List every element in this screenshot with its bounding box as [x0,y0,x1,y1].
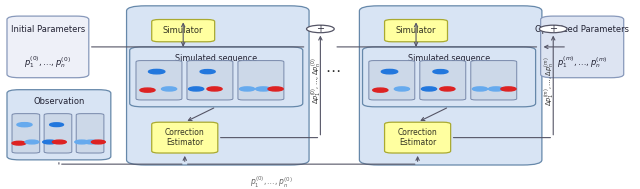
Circle shape [381,69,397,74]
FancyBboxPatch shape [7,90,111,160]
Text: $\Delta p_1^{(m)},\ldots,\Delta p_n^{(m)}$: $\Delta p_1^{(m)},\ldots,\Delta p_n^{(m)… [542,56,557,106]
Circle shape [433,70,448,74]
FancyBboxPatch shape [238,61,284,100]
Circle shape [372,88,388,92]
FancyBboxPatch shape [362,47,536,107]
FancyBboxPatch shape [471,61,516,100]
Circle shape [472,87,488,91]
Circle shape [501,87,516,91]
FancyBboxPatch shape [127,6,309,165]
Circle shape [540,25,567,33]
FancyBboxPatch shape [12,114,40,153]
Circle shape [17,123,32,127]
Text: Simulated sequence: Simulated sequence [175,54,257,63]
FancyBboxPatch shape [385,19,447,42]
Text: Simulator: Simulator [163,26,204,35]
Text: Simulator: Simulator [396,26,436,35]
Circle shape [148,69,165,74]
FancyBboxPatch shape [369,61,415,100]
FancyBboxPatch shape [420,61,466,100]
FancyBboxPatch shape [360,6,542,165]
Circle shape [75,140,89,144]
FancyBboxPatch shape [136,61,182,100]
Circle shape [207,87,222,91]
Text: Optimized Parameters: Optimized Parameters [535,25,629,34]
Text: $\cdots$: $\cdots$ [325,62,340,77]
Circle shape [52,140,67,144]
Text: Simulated sequence: Simulated sequence [408,54,490,63]
Text: Initial Parameters: Initial Parameters [11,25,85,34]
FancyBboxPatch shape [152,19,214,42]
FancyBboxPatch shape [76,114,104,153]
Text: $\Delta p_1^{(0)},\ldots,\Delta p_n^{(0)}$: $\Delta p_1^{(0)},\ldots,\Delta p_n^{(0)… [310,58,324,104]
Circle shape [25,140,39,144]
Text: $p_1^{(0)},\ldots,p_n^{(0)}$: $p_1^{(0)},\ldots,p_n^{(0)}$ [24,55,71,70]
Circle shape [161,87,177,91]
Text: $+$: $+$ [548,23,557,34]
Text: Correction
Estimator: Correction Estimator [165,128,205,147]
FancyBboxPatch shape [541,16,624,78]
FancyBboxPatch shape [44,114,72,153]
Circle shape [84,140,99,144]
FancyBboxPatch shape [385,122,451,153]
Circle shape [200,70,215,74]
FancyBboxPatch shape [130,47,303,107]
Circle shape [394,87,410,91]
FancyBboxPatch shape [152,122,218,153]
Circle shape [189,87,204,91]
Circle shape [43,140,56,144]
Circle shape [50,123,63,127]
Circle shape [268,87,283,91]
Circle shape [92,140,106,144]
Circle shape [488,87,504,91]
FancyBboxPatch shape [187,61,233,100]
Circle shape [255,87,271,91]
Text: $p_1^{(m)},\ldots,p_n^{(m)}$: $p_1^{(m)},\ldots,p_n^{(m)}$ [557,55,607,70]
Circle shape [239,87,255,91]
Text: Correction
Estimator: Correction Estimator [397,128,438,147]
Text: $+$: $+$ [316,23,325,34]
Circle shape [422,87,436,91]
Circle shape [12,141,26,145]
Circle shape [440,87,455,91]
Text: $p_1^{(0)},\ldots,p_n^{(0)}$: $p_1^{(0)},\ldots,p_n^{(0)}$ [250,174,292,189]
FancyBboxPatch shape [7,16,89,78]
Text: Observation: Observation [33,97,84,106]
Circle shape [140,88,155,92]
Circle shape [307,25,334,33]
